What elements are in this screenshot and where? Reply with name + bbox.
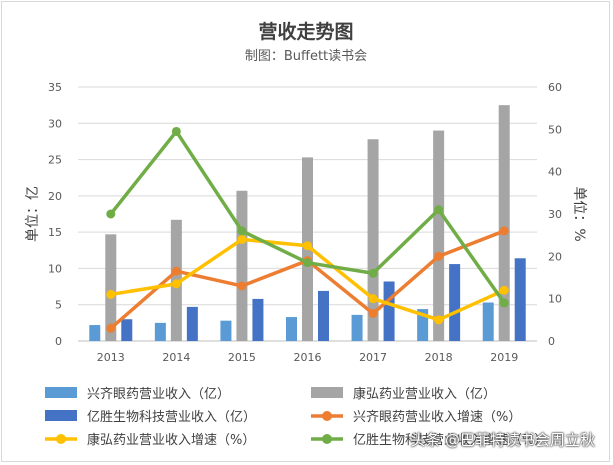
bar bbox=[186, 306, 198, 341]
line-point bbox=[434, 315, 444, 325]
line-point bbox=[237, 281, 247, 291]
line-point bbox=[106, 289, 116, 299]
bar bbox=[318, 290, 329, 341]
x-tick-label: 2014 bbox=[162, 351, 190, 364]
legend-label: 亿胜生物科技营业收入（亿） bbox=[87, 410, 256, 425]
legend-swatch-marker bbox=[56, 434, 66, 444]
legend-label: 康弘药业营业收入（亿） bbox=[353, 386, 496, 402]
bar bbox=[286, 317, 297, 341]
legend-swatch bbox=[311, 387, 343, 398]
left-tick-label: 25 bbox=[48, 154, 62, 167]
x-tick-label: 2015 bbox=[228, 351, 256, 364]
left-axis-label: 单位：亿 bbox=[25, 186, 41, 242]
line-point bbox=[434, 205, 444, 215]
bar bbox=[367, 139, 379, 341]
legend-label: 康弘药业营业收入增速（%） bbox=[87, 432, 255, 448]
right-tick-label: 0 bbox=[548, 335, 555, 348]
left-tick-label: 15 bbox=[48, 226, 62, 239]
chart-subtitle: 制图：Buffett读书会 bbox=[245, 49, 367, 64]
x-tick-label: 2019 bbox=[490, 351, 518, 364]
line-point bbox=[237, 234, 247, 244]
bar bbox=[433, 130, 445, 341]
right-axis-label: 单位：% bbox=[571, 186, 587, 241]
line-point bbox=[499, 226, 509, 236]
right-tick-label: 30 bbox=[548, 208, 562, 221]
line-point bbox=[499, 285, 509, 295]
line-point bbox=[171, 126, 181, 136]
bar bbox=[121, 319, 133, 341]
left-tick-label: 10 bbox=[48, 262, 62, 275]
right-tick-label: 20 bbox=[548, 250, 562, 263]
bar bbox=[498, 105, 510, 342]
left-tick-label: 20 bbox=[48, 190, 62, 203]
x-tick-label: 2017 bbox=[359, 351, 387, 364]
bar bbox=[89, 325, 101, 341]
bar bbox=[220, 320, 232, 341]
legend-label: 亿胜生物科技营业收入增速（%） bbox=[353, 433, 547, 448]
line-point bbox=[368, 294, 378, 304]
x-tick-label: 2013 bbox=[97, 351, 125, 364]
bar bbox=[482, 302, 494, 341]
bar bbox=[514, 258, 526, 341]
left-tick-label: 5 bbox=[55, 299, 62, 312]
line-point bbox=[499, 298, 509, 308]
line-point bbox=[237, 226, 247, 236]
right-tick-label: 50 bbox=[548, 123, 562, 136]
line-point bbox=[368, 268, 378, 278]
line-point bbox=[303, 241, 312, 251]
bar bbox=[383, 281, 395, 341]
line-point bbox=[434, 251, 444, 261]
x-tick-label: 2018 bbox=[425, 351, 453, 364]
bar bbox=[351, 314, 363, 341]
bar bbox=[417, 309, 429, 341]
line-point bbox=[171, 279, 181, 289]
chart-title: 营收走势图 bbox=[258, 20, 353, 43]
bar bbox=[154, 322, 166, 341]
line-point bbox=[106, 209, 116, 219]
x-tick-label: 2016 bbox=[294, 351, 322, 364]
bar bbox=[449, 264, 461, 341]
bar bbox=[105, 234, 117, 341]
right-tick-label: 10 bbox=[548, 293, 562, 306]
right-tick-label: 60 bbox=[548, 81, 562, 94]
watermark: 头条 @巴菲特读书会周立秋 bbox=[410, 431, 595, 449]
bar bbox=[236, 190, 248, 341]
left-tick-label: 30 bbox=[48, 117, 62, 130]
legend-label: 兴齐眼药营业收入增速（%） bbox=[353, 409, 521, 425]
left-tick-label: 0 bbox=[55, 335, 62, 348]
left-tick-label: 35 bbox=[48, 81, 62, 94]
legend-swatch-marker bbox=[322, 411, 332, 421]
line-point bbox=[106, 323, 116, 333]
right-tick-label: 40 bbox=[548, 166, 562, 179]
legend-label: 兴齐眼药营业收入（亿） bbox=[87, 386, 230, 402]
legend-swatch bbox=[45, 387, 77, 398]
line-point bbox=[171, 266, 181, 276]
legend-swatch-marker bbox=[322, 434, 332, 444]
bar bbox=[252, 298, 264, 341]
line-point bbox=[303, 258, 312, 268]
legend-swatch bbox=[45, 410, 77, 421]
line-point bbox=[368, 308, 378, 318]
